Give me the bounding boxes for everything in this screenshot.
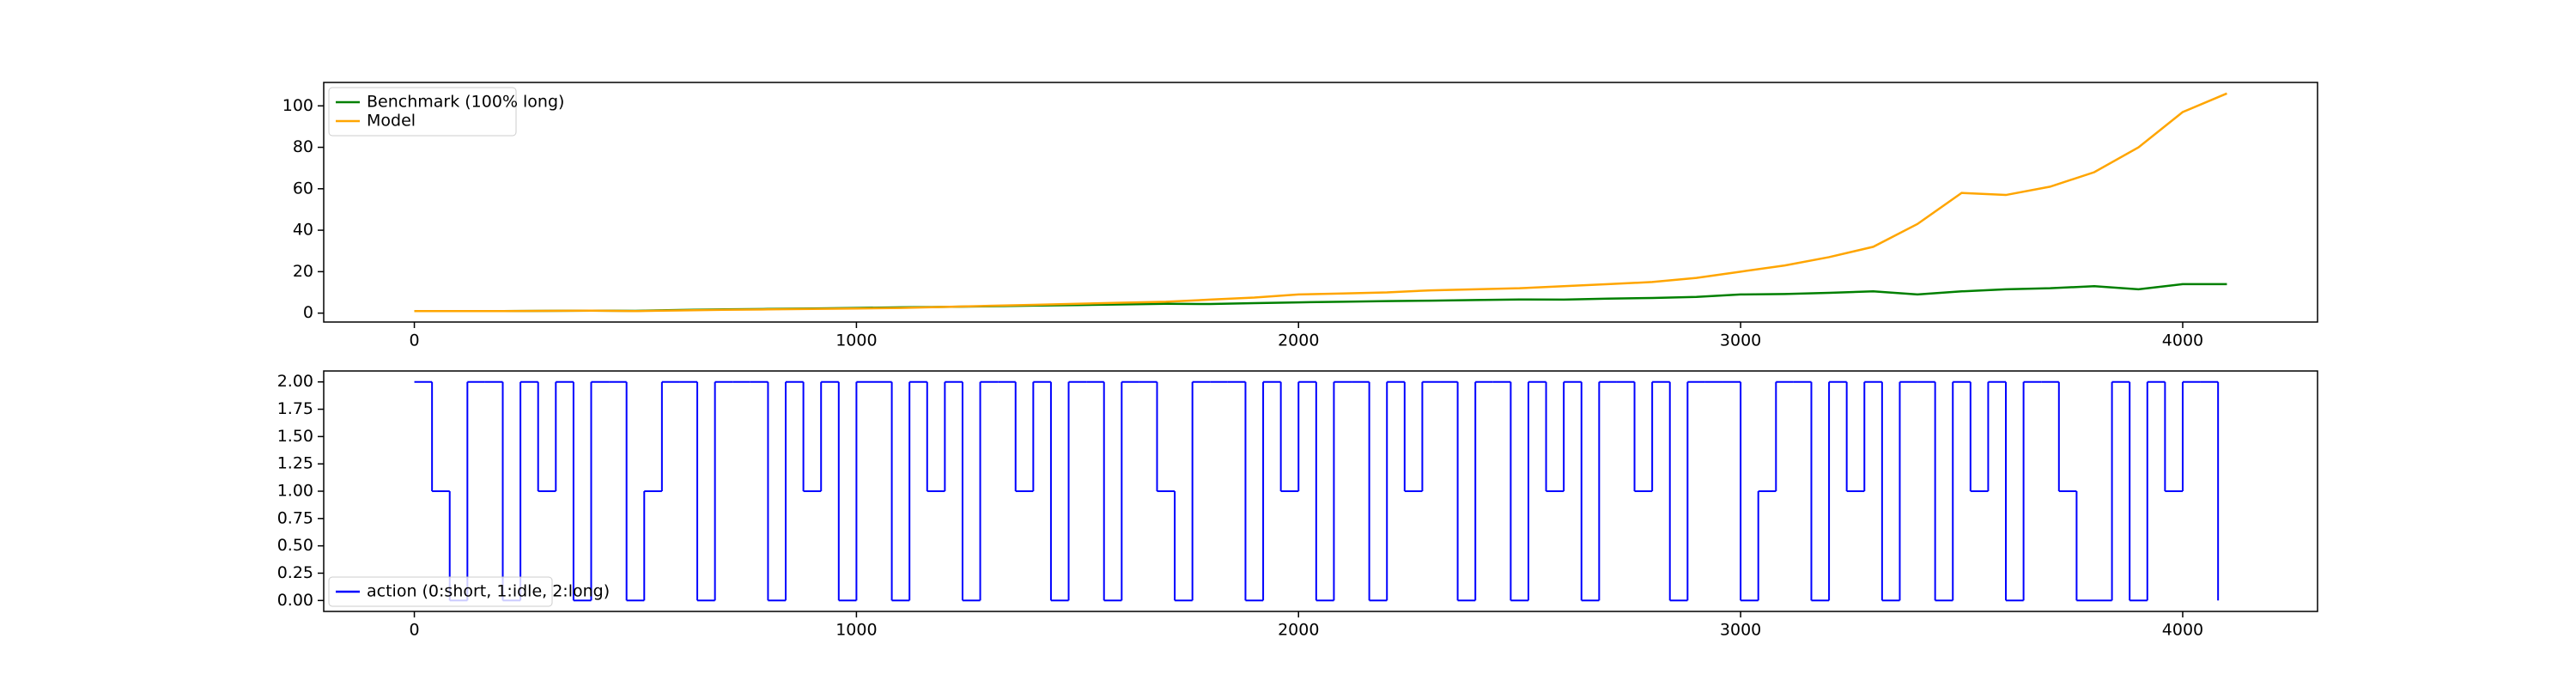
y-tick-label: 20 [293, 262, 313, 281]
legend-label: Benchmark (100% long) [367, 93, 564, 112]
x-tick-label: 4000 [2162, 331, 2203, 350]
x-tick-label: 0 [409, 331, 419, 350]
x-tick-label: 2000 [1278, 621, 1319, 640]
y-tick-label: 100 [283, 96, 313, 115]
y-tick-label: 40 [293, 221, 313, 240]
x-tick-label: 1000 [835, 621, 877, 640]
series-line [414, 283, 2227, 313]
y-tick-label: 0.50 [277, 536, 313, 555]
x-tick-label: 2000 [1278, 331, 1319, 350]
y-tick-label: 1.75 [277, 399, 313, 418]
x-tick-label: 0 [409, 621, 419, 640]
y-tick-label: 80 [293, 137, 313, 156]
y-tick-label: 2.00 [277, 372, 313, 391]
series-line [414, 92, 2227, 313]
y-tick-label: 1.25 [277, 454, 313, 473]
x-tick-label: 3000 [1720, 331, 1761, 350]
y-tick-label: 0.75 [277, 508, 313, 527]
y-tick-label: 60 [293, 179, 313, 198]
x-tick-label: 1000 [835, 331, 877, 350]
y-tick-label: 1.50 [277, 427, 313, 446]
legend-label: action (0:short, 1:idle, 2:long) [367, 582, 610, 601]
legend-box [328, 87, 517, 137]
x-tick-label: 4000 [2162, 621, 2203, 640]
y-tick-label: 0.00 [277, 591, 313, 610]
y-tick-label: 0.25 [277, 563, 313, 582]
axes-frame [323, 370, 2318, 612]
x-tick-label: 3000 [1720, 621, 1761, 640]
legend-label: Model [367, 112, 416, 131]
axes-frame [323, 82, 2318, 323]
y-tick-label: 0 [303, 303, 313, 322]
legend-box [328, 576, 553, 607]
y-tick-label: 1.00 [277, 482, 313, 501]
